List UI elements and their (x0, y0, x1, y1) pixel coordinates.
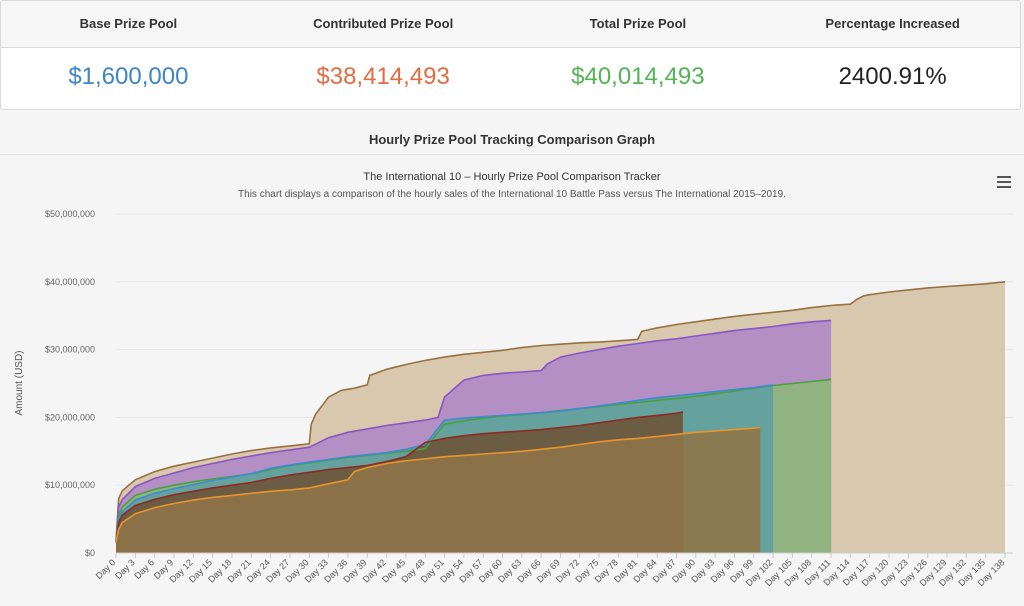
contributed-prize-pool-value: $38,414,493 (316, 63, 450, 90)
y-axis-label: Amount (USD) (14, 350, 25, 415)
total-prize-pool-value: $40,014,493 (571, 63, 705, 90)
x-tick-label: Day 3 (113, 557, 137, 581)
chart-series-lines (115, 281, 1006, 543)
y-tick-label: $20,000,000 (45, 412, 95, 422)
y-tick-label: $30,000,000 (45, 345, 95, 355)
section-divider (0, 154, 1024, 155)
prize-pool-chart: The International 10 – Hourly Prize Pool… (14, 171, 1013, 588)
series-line (115, 319, 832, 543)
y-tick-label: $40,000,000 (45, 277, 95, 287)
chart-subtitle: This chart displays a comparison of the … (238, 189, 786, 200)
stats-header-row: Base Prize Pool Contributed Prize Pool T… (1, 1, 1020, 48)
y-tick-label: $50,000,000 (45, 209, 95, 219)
series-area (116, 427, 761, 553)
base-prize-pool-value: $1,600,000 (68, 63, 189, 90)
section-title: Hourly Prize Pool Tracking Comparison Gr… (368, 132, 656, 147)
prize-pool-stats: Base Prize Pool Contributed Prize Pool T… (0, 0, 1021, 110)
series-line (115, 384, 774, 543)
series-line (115, 426, 761, 543)
stats-value-row: $1,600,000 $38,414,493 $40,014,493 2400.… (1, 48, 1020, 110)
y-tick-label: $0 (85, 548, 95, 558)
series-line (115, 281, 1006, 543)
series-line (115, 411, 684, 543)
total-prize-pool-header: Total Prize Pool (589, 16, 687, 31)
series-line (115, 378, 832, 543)
base-prize-pool-header: Base Prize Pool (79, 16, 178, 31)
contributed-prize-pool-header: Contributed Prize Pool (313, 16, 454, 31)
chart-menu-button[interactable] (996, 175, 1012, 189)
x-tick-label: Day 0 (94, 557, 118, 581)
chart-title: The International 10 – Hourly Prize Pool… (363, 171, 660, 183)
percentage-increased-value: 2400.91% (838, 63, 947, 90)
y-tick-label: $10,000,000 (45, 480, 95, 490)
x-tick-label: Day 6 (132, 557, 156, 581)
percentage-increased-header: Percentage Increased (825, 16, 960, 31)
y-axis: $0 $10,000,000 $20,000,000 $30,000,000 $40,0… (45, 209, 95, 558)
hamburger-menu-icon (997, 176, 1011, 188)
chart-series-areas (116, 281, 1005, 553)
